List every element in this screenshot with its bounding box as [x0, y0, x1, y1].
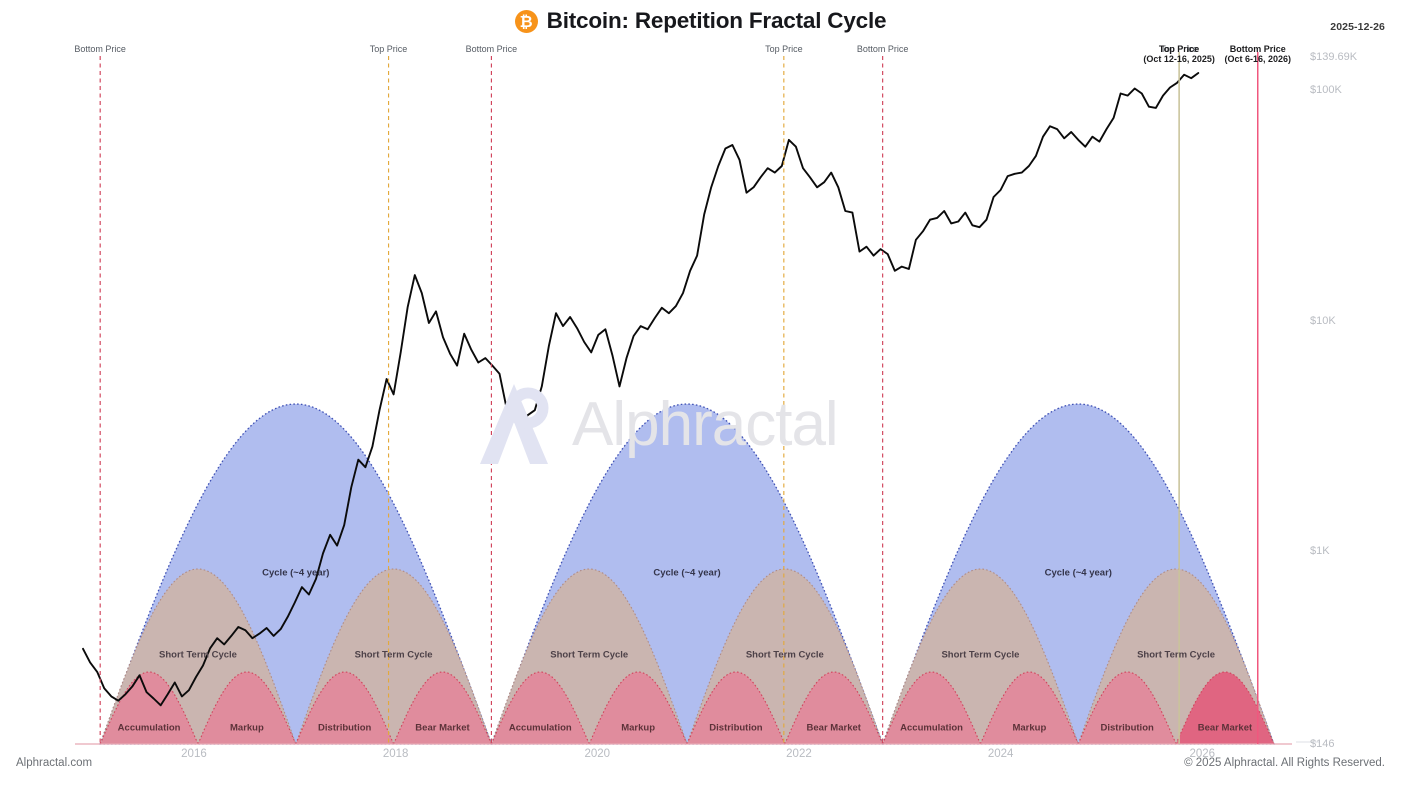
phase-label: Bear Market: [806, 722, 861, 734]
cycle-label: Cycle (~4 year): [653, 567, 721, 579]
short-term-cycle-label: Short Term Cycle: [550, 649, 629, 661]
x-axis-tick: 2024: [987, 748, 1014, 760]
phase-label: Markup: [621, 722, 656, 734]
site-credit: Alphractal.com: [16, 757, 93, 769]
phase-label: Accumulation: [900, 722, 963, 734]
bottom-price-2015-label: Bottom Price: [74, 44, 126, 54]
short-term-cycle-label: Short Term Cycle: [354, 649, 433, 661]
short-term-cycle-label: Short Term Cycle: [941, 649, 1020, 661]
date-stamp: 2025-12-26: [1330, 21, 1385, 33]
forecast-label-line2: (Oct 12-16, 2025): [1143, 54, 1215, 64]
x-axis-tick: 2020: [584, 748, 611, 760]
forecast-label-line1: Bottom Price: [1229, 44, 1286, 54]
phase-label: Bear Market: [1197, 722, 1253, 734]
phase-arch: [588, 671, 688, 745]
phase-label: Markup: [229, 722, 264, 734]
phase-label: Bear Market: [415, 722, 470, 734]
phase-arch: [197, 671, 297, 745]
x-axis-tick: 2016: [181, 748, 207, 760]
phase-arch: [1077, 671, 1177, 745]
bitcoin-icon: ₿: [514, 9, 538, 33]
y-axis-tick: $10K: [1310, 314, 1336, 327]
top-price-2021-label: Top Price: [765, 44, 803, 54]
forecast-label-line2: (Oct 6-16, 2026): [1224, 54, 1292, 64]
phase-arch: [294, 671, 395, 745]
x-axis-tick: 2026: [1189, 748, 1216, 760]
top-price-2017-label: Top Price: [369, 44, 408, 54]
phase-label: Distribution: [1100, 722, 1154, 734]
phase-arch: [99, 671, 199, 745]
phase-label: Accumulation: [117, 722, 181, 734]
phase-label: Accumulation: [508, 722, 572, 734]
phase-label: Markup: [1012, 722, 1047, 734]
page-title: Bitcoin: Repetition Fractal Cycle: [546, 8, 887, 33]
short-term-cycle-label: Short Term Cycle: [159, 649, 237, 661]
copyright: © 2025 Alphractal. All Rights Reserved.: [1184, 757, 1385, 769]
forecast-bottom-price-label: Bottom Price (Oct 6-16, 2026): [1224, 44, 1291, 64]
short-term-cycle-label: Short Term Cycle: [745, 649, 824, 661]
y-axis-tick: $1K: [1310, 545, 1330, 558]
phase-arch: [392, 671, 493, 745]
forecast-top-price-label: Top Price (Oct 12-16, 2025): [1143, 44, 1215, 64]
short-term-cycle-label: Short Term Cycle: [1137, 649, 1216, 661]
chart-header: ₿ Bitcoin: Repetition Fractal Cycle: [0, 8, 1401, 34]
cycle-label: Cycle (~4 year): [1044, 567, 1112, 579]
y-axis-tick: $139.69K: [1310, 51, 1358, 63]
cycle-label: Cycle (~4 year): [262, 567, 330, 579]
phase-label: Distribution: [318, 722, 372, 734]
y-axis-tick: $100K: [1310, 84, 1342, 97]
x-axis-tick: 2022: [786, 748, 812, 760]
phase-arch: [881, 671, 982, 745]
phase-arch: [783, 671, 884, 745]
phase-arch: [979, 671, 1080, 745]
bottom-price-2018-label: Bottom Price: [465, 44, 518, 54]
top-price-2025-faint-label: Top Price: [1160, 44, 1198, 54]
phase-arch: [490, 671, 591, 745]
price-line: [82, 72, 1200, 707]
phase-arch: [1175, 671, 1275, 745]
x-axis-tick: 2018: [382, 748, 409, 760]
phase-label: Distribution: [709, 722, 763, 734]
bottom-price-2022-label: Bottom Price: [856, 44, 909, 54]
forecast-label-line1: Top Price: [1158, 44, 1200, 54]
y-axis-tick: $146: [1310, 738, 1335, 750]
phase-arch: [686, 671, 786, 745]
